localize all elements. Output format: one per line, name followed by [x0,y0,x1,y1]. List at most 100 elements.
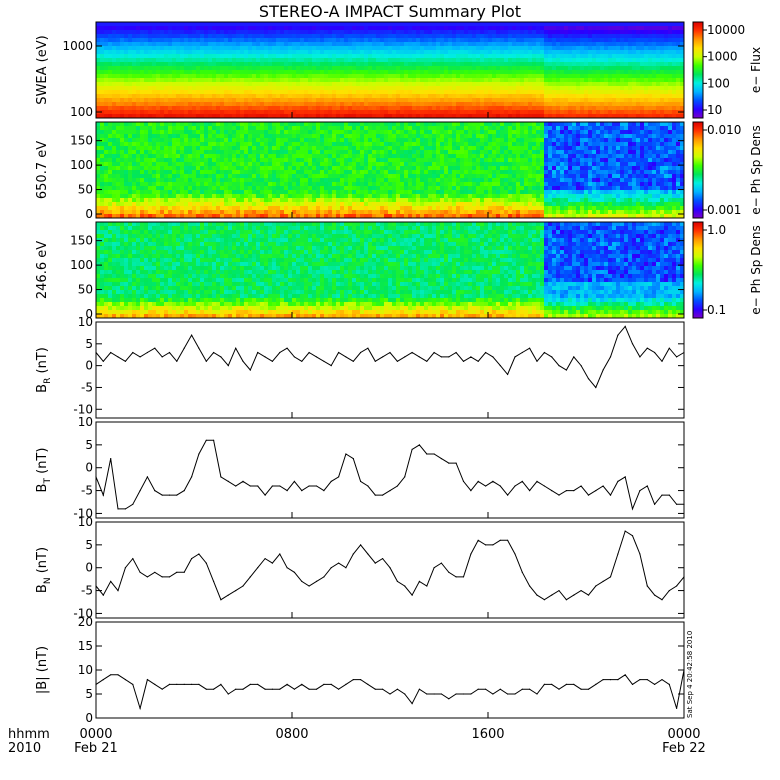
heatmap-cell [152,38,157,43]
heatmap-cell [420,42,425,47]
heatmap-cell [160,78,165,83]
heatmap-cell [500,30,505,35]
heatmap-cell [260,126,265,131]
heatmap-cell [572,102,577,107]
heatmap-cell [360,22,365,27]
heatmap-cell [200,30,205,35]
heatmap-cell [372,38,377,43]
heatmap-cell [224,198,229,203]
heatmap-cell [440,94,445,99]
heatmap-cell [340,90,345,95]
heatmap-cell [252,138,257,143]
heatmap-cell [196,38,201,43]
heatmap-cell [116,170,121,175]
heatmap-cell [200,126,205,131]
heatmap-cell [136,78,141,83]
heatmap-cell [504,86,509,91]
heatmap-cell [172,54,177,59]
heatmap-cell [672,98,677,103]
heatmap-cell [516,94,521,99]
heatmap-cell [264,46,269,51]
heatmap-cell [136,170,141,175]
heatmap-cell [544,42,549,47]
heatmap-cell [228,202,233,207]
heatmap-cell [216,126,221,131]
heatmap-cell [184,26,189,31]
heatmap-cell [532,42,537,47]
heatmap-cell [188,46,193,51]
heatmap-cell [528,74,533,79]
heatmap-cell [648,34,653,39]
heatmap-cell [108,62,113,67]
heatmap-cell [332,146,337,151]
heatmap-cell [432,42,437,47]
heatmap-cell [464,90,469,95]
heatmap-cell [332,214,337,219]
heatmap-cell [600,86,605,91]
heatmap-cell [276,62,281,67]
heatmap-cell [356,82,361,87]
heatmap-cell [388,98,393,103]
heatmap-cell [592,94,597,99]
heatmap-cell [132,126,137,131]
heatmap-cell [184,150,189,155]
heatmap-cell [232,130,237,135]
heatmap-cell [452,22,457,27]
heatmap-cell [384,106,389,111]
heatmap-cell [144,210,149,215]
heatmap-cell [184,166,189,171]
heatmap-cell [232,94,237,99]
heatmap-cell [536,58,541,63]
heatmap-cell [180,66,185,71]
heatmap-cell [556,26,561,31]
heatmap-cell [152,186,157,191]
heatmap-cell [488,30,493,35]
heatmap-cell [120,62,125,67]
heatmap-cell [100,106,105,111]
heatmap-cell [312,150,317,155]
heatmap-cell [524,46,529,51]
heatmap-cell [256,150,261,155]
heatmap-cell [112,210,117,215]
heatmap-cell [368,86,373,91]
heatmap-cell [324,38,329,43]
heatmap-cell [296,102,301,107]
heatmap-cell [524,82,529,87]
heatmap-cell [588,90,593,95]
heatmap-cell [392,114,397,119]
heatmap-cell [216,190,221,195]
heatmap-cell [292,42,297,47]
heatmap-cell [188,178,193,183]
heatmap-cell [344,62,349,67]
heatmap-cell [96,158,101,163]
heatmap-cell [212,134,217,139]
heatmap-cell [260,162,265,167]
heatmap-cell [376,30,381,35]
heatmap-cell [388,58,393,63]
heatmap-cell [676,62,681,67]
heatmap-cell [384,86,389,91]
heatmap-cell [604,98,609,103]
heatmap-cell [392,74,397,79]
heatmap-cell [432,46,437,51]
heatmap-cell [580,94,585,99]
heatmap-cell [436,22,441,27]
heatmap-cell [644,78,649,83]
heatmap-cell [456,78,461,83]
heatmap-cell [492,46,497,51]
heatmap-cell [188,98,193,103]
heatmap-cell [400,30,405,35]
heatmap-cell [312,186,317,191]
heatmap-cell [300,78,305,83]
heatmap-cell [176,138,181,143]
heatmap-cell [484,94,489,99]
heatmap-cell [152,198,157,203]
heatmap-cell [116,22,121,27]
heatmap-cell [120,86,125,91]
heatmap-cell [152,94,157,99]
heatmap-cell [220,38,225,43]
heatmap-cell [152,70,157,75]
heatmap-cell [192,78,197,83]
heatmap-cell [456,106,461,111]
heatmap-cell [100,26,105,31]
